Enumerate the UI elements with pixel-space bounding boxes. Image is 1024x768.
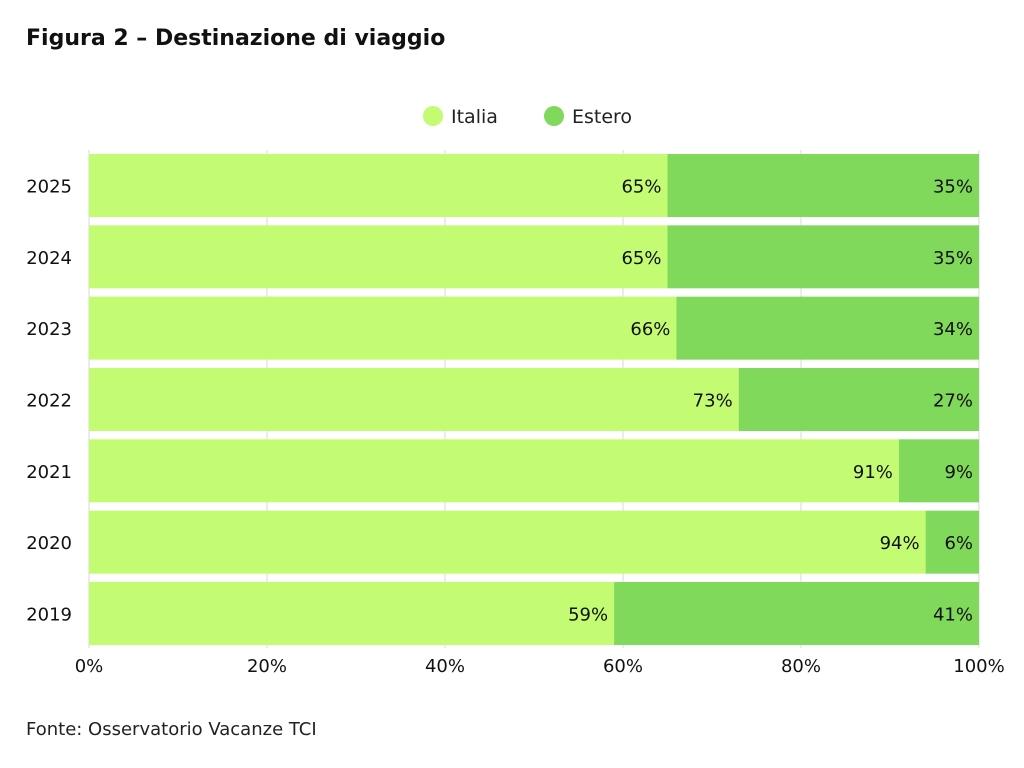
y-tick-label: 2020 [26,533,72,554]
bar-italia [89,225,668,289]
data-label-italia: 94% [880,533,920,554]
x-tick-label: 0% [75,656,104,677]
legend-swatch-italia [423,106,443,126]
data-label-estero: 6% [944,533,973,554]
data-label-italia: 65% [621,177,661,198]
x-tick-label: 20% [247,656,287,677]
bar-italia [89,367,739,431]
data-label-estero: 27% [933,390,973,411]
y-tick-label: 2025 [26,177,72,198]
chart-source: Fonte: Osservatorio Vacanze TCI [26,719,317,740]
data-label-estero: 35% [933,177,973,198]
y-tick-label: 2021 [26,462,72,483]
legend-swatch-estero [544,106,564,126]
y-tick-label: 2024 [26,248,72,269]
bar-estero [676,296,979,360]
x-tick-label: 40% [425,656,465,677]
legend-label-estero: Estero [572,106,632,128]
bar-estero [667,154,979,217]
data-label-italia: 91% [853,462,893,483]
bar-estero [898,439,979,503]
data-label-italia: 73% [693,390,733,411]
y-tick-label: 2023 [26,319,72,340]
y-tick-label: 2019 [26,604,72,625]
bar-italia [89,439,899,503]
legend-label-italia: Italia [451,106,498,128]
data-label-italia: 59% [568,604,608,625]
data-label-italia: 65% [621,248,661,269]
chart-title: Figura 2 – Destinazione di viaggio [26,26,446,51]
x-tick-label: 80% [781,656,821,677]
data-label-estero: 34% [933,319,973,340]
data-label-estero: 35% [933,248,973,269]
bar-estero [738,367,979,431]
bar-estero [925,510,979,574]
x-tick-label: 60% [603,656,643,677]
bar-italia [89,296,677,360]
bar-italia [89,581,615,645]
y-tick-label: 2022 [26,390,72,411]
bar-estero [614,581,979,645]
bar-italia [89,510,926,574]
data-label-italia: 66% [630,319,670,340]
data-label-estero: 41% [933,604,973,625]
data-label-estero: 9% [944,462,973,483]
x-tick-label: 100% [953,656,1004,677]
bar-italia [89,154,668,217]
bar-estero [667,225,979,289]
